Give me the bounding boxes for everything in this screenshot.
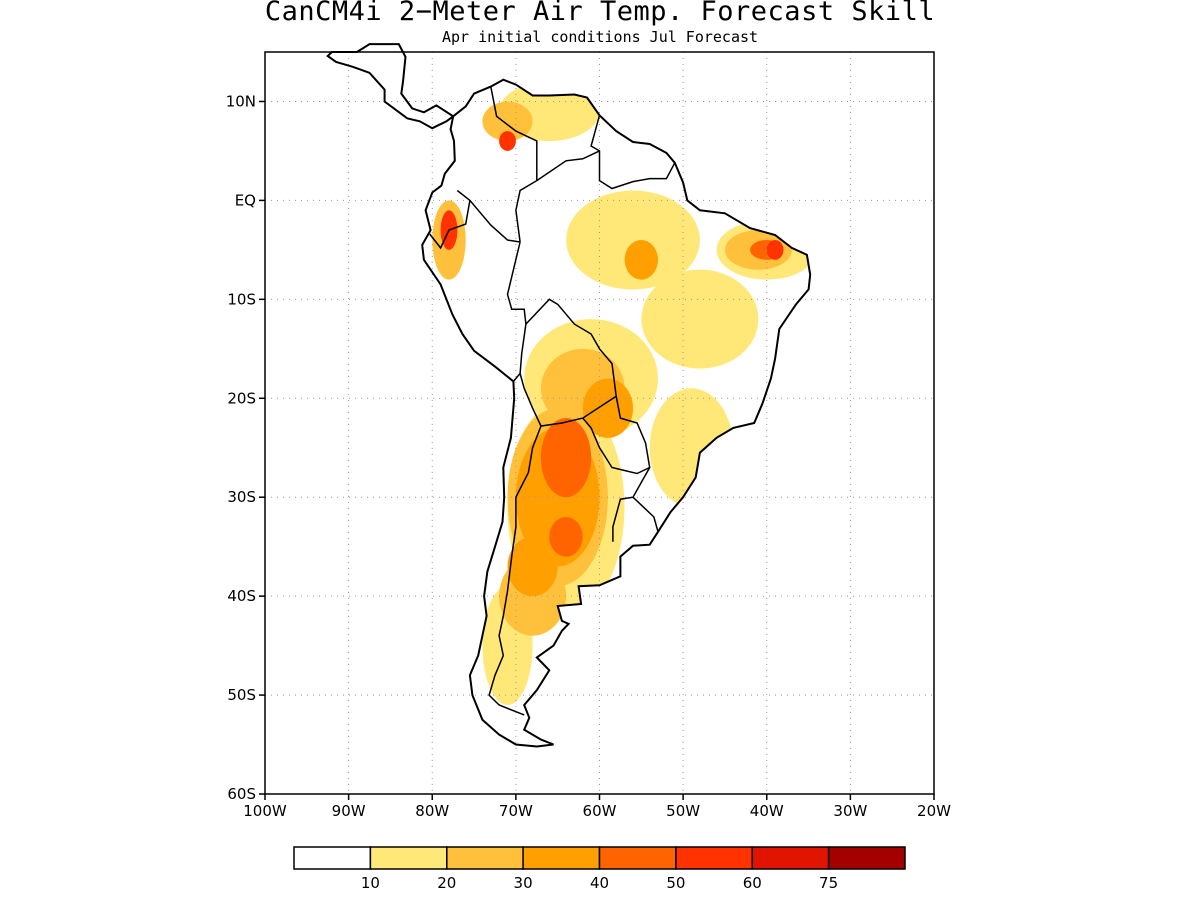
lon-tick-label: 60W	[583, 802, 617, 820]
latitude-axis: 10N EQ 10S 20S 30S 40S 50S 60S	[226, 92, 265, 803]
lat-tick-label: 50S	[227, 686, 256, 704]
colorbar-swatch	[751, 846, 830, 870]
lat-tick-label: 20S	[227, 389, 256, 407]
colorbar-swatch	[522, 846, 601, 870]
country-borders	[429, 86, 676, 716]
colorbar-label: 20	[437, 874, 456, 892]
colorbar-swatch	[598, 846, 677, 870]
skill-region	[507, 536, 558, 597]
skill-region	[624, 239, 658, 280]
lat-tick-label: EQ	[235, 191, 256, 209]
skill-region	[566, 190, 700, 290]
skill-region	[766, 240, 784, 260]
skill-region	[549, 517, 583, 557]
lat-tick-label: 60S	[227, 785, 256, 803]
colorbar: 10 20 30 40 50 60 75	[293, 846, 906, 892]
colorbar-swatch	[446, 846, 524, 870]
skill-region	[540, 418, 592, 498]
colorbar-label: 75	[819, 874, 838, 892]
lon-tick-label: 40W	[750, 802, 784, 820]
colorbar-swatch	[293, 846, 372, 870]
skill-shading	[432, 81, 811, 705]
lon-tick-label: 50W	[666, 802, 700, 820]
colorbar-swatch	[827, 846, 906, 870]
skill-region	[649, 388, 734, 508]
map-subtitle: Apr initial conditions Jul Forecast	[441, 28, 759, 46]
lon-tick-label: 80W	[415, 802, 449, 820]
colorbar-swatch	[675, 846, 754, 870]
lat-tick-label: 10S	[227, 290, 256, 308]
colorbar-label: 40	[590, 874, 609, 892]
colorbar-label: 10	[361, 874, 380, 892]
lon-tick-label: 20W	[917, 802, 951, 820]
longitude-axis: 100W 90W 80W 70W 60W 50W 40W 30W 20W	[243, 794, 951, 820]
lat-tick-label: 40S	[227, 587, 256, 605]
skill-region	[499, 131, 516, 151]
lon-tick-label: 30W	[833, 802, 867, 820]
skill-region	[641, 269, 759, 369]
colorbar-label: 50	[666, 874, 685, 892]
lon-tick-label: 70W	[499, 802, 533, 820]
lat-tick-label: 30S	[227, 488, 256, 506]
lon-tick-label: 100W	[243, 802, 287, 820]
colorbar-label: 60	[743, 874, 762, 892]
coastlines	[326, 43, 812, 748]
lat-tick-label: 10N	[226, 92, 256, 110]
south-america-coastline	[326, 43, 812, 748]
skill-region	[582, 378, 634, 438]
map-title: CanCM4i 2−Meter Air Temp. Forecast Skill	[264, 0, 936, 27]
colorbar-label: 30	[514, 874, 533, 892]
lon-tick-label: 90W	[332, 802, 366, 820]
colorbar-swatch	[369, 846, 448, 870]
gridlines	[265, 52, 934, 794]
